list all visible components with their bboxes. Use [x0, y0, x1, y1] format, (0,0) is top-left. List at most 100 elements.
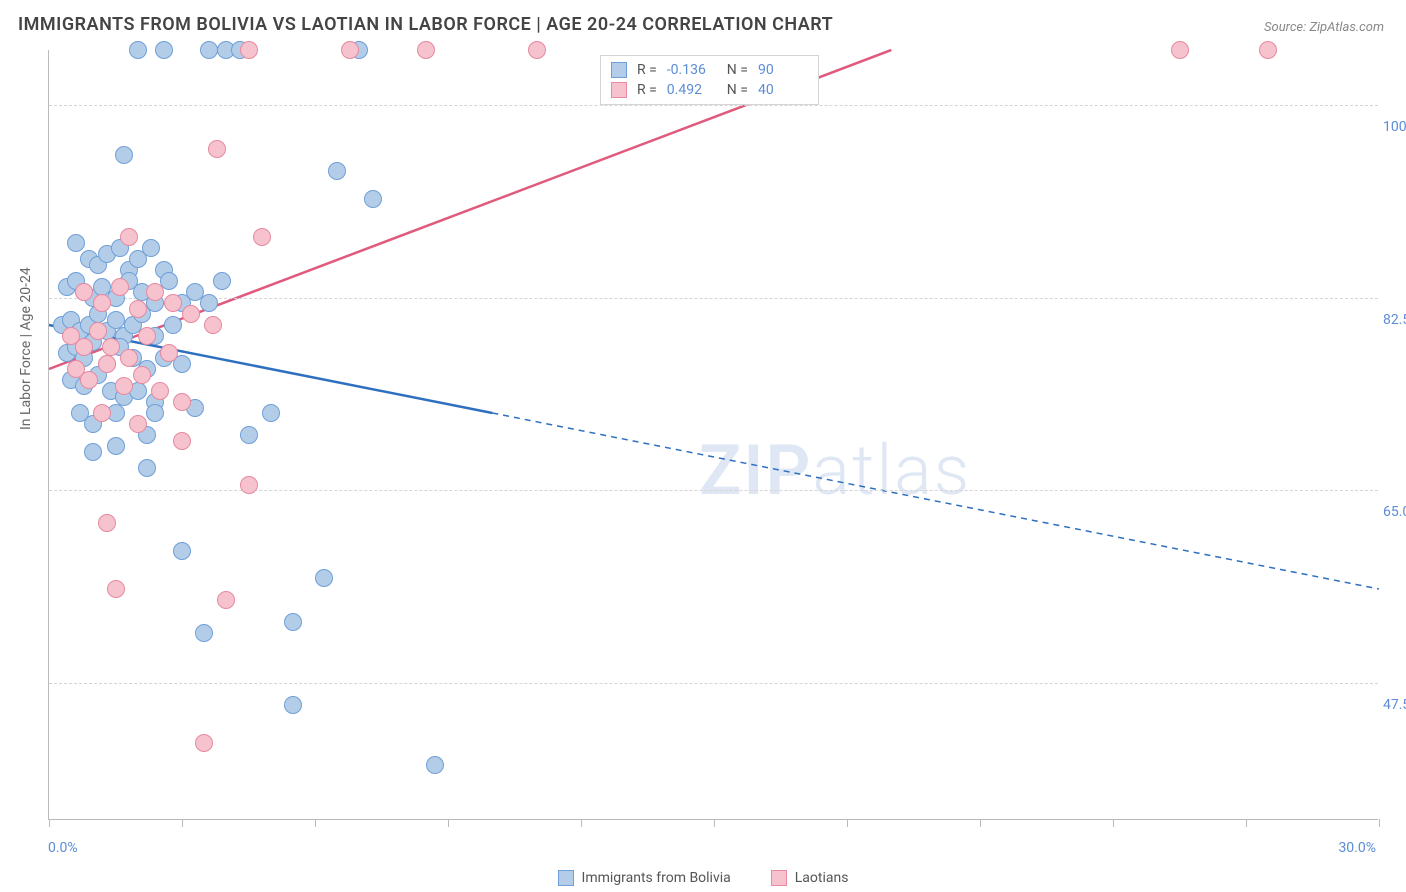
scatter-point [182, 305, 200, 323]
stats-row: R = -0.136 N = 90 [611, 60, 808, 80]
stat-n-label: N = [727, 62, 748, 78]
scatter-point [75, 338, 93, 356]
stat-n-label: N = [727, 82, 748, 98]
x-axis-max-label: 30.0% [1338, 840, 1376, 856]
legend-item: Laotians [771, 870, 849, 886]
source-label: Source: [1264, 20, 1306, 35]
scatter-point [164, 294, 182, 312]
scatter-point [164, 316, 182, 334]
y-tick-label: 100.0% [1383, 119, 1406, 135]
scatter-point [173, 542, 191, 560]
scatter-point [146, 283, 164, 301]
bottom-legend: Immigrants from Bolivia Laotians [0, 870, 1406, 886]
scatter-point [528, 41, 546, 59]
stats-legend-box: R = -0.136 N = 90R = 0.492 N = 40 [600, 55, 819, 105]
scatter-point [107, 580, 125, 598]
scatter-point [138, 459, 156, 477]
y-tick-label: 47.5% [1383, 697, 1406, 713]
scatter-point [107, 311, 125, 329]
scatter-point [173, 432, 191, 450]
legend-label: Laotians [795, 870, 849, 886]
scatter-point [120, 228, 138, 246]
scatter-point [284, 696, 302, 714]
scatter-point [98, 514, 116, 532]
scatter-point [151, 382, 169, 400]
scatter-point [195, 734, 213, 752]
x-tick-mark [182, 819, 183, 827]
scatter-point [102, 338, 120, 356]
scatter-point [1259, 41, 1277, 59]
scatter-point [315, 569, 333, 587]
scatter-point [200, 41, 218, 59]
scatter-point [80, 371, 98, 389]
scatter-point [129, 41, 147, 59]
scatter-point [173, 393, 191, 411]
scatter-point [115, 377, 133, 395]
scatter-point [146, 404, 164, 422]
stat-n-value: 90 [758, 62, 808, 78]
scatter-point [160, 344, 178, 362]
scatter-point [120, 349, 138, 367]
scatter-point [129, 415, 147, 433]
scatter-point [200, 294, 218, 312]
stat-n-value: 40 [758, 82, 808, 98]
stat-r-value: 0.492 [667, 82, 717, 98]
scatter-point [129, 300, 147, 318]
scatter-point [195, 624, 213, 642]
x-tick-mark [1246, 819, 1247, 827]
legend-item: Immigrants from Bolivia [558, 870, 731, 886]
scatter-point [204, 316, 222, 334]
x-tick-mark [847, 819, 848, 827]
x-tick-mark [1113, 819, 1114, 827]
scatter-point [240, 426, 258, 444]
source-link[interactable]: ZipAtlas.com [1309, 20, 1384, 35]
scatter-point [115, 146, 133, 164]
legend-swatch [611, 82, 627, 98]
stat-r-value: -0.136 [667, 62, 717, 78]
x-tick-mark [49, 819, 50, 827]
scatter-point [426, 756, 444, 774]
scatter-point [111, 278, 129, 296]
scatter-point [93, 404, 111, 422]
scatter-point [155, 41, 173, 59]
source-attribution: Source: ZipAtlas.com [1264, 20, 1384, 35]
x-tick-mark [315, 819, 316, 827]
scatter-point [364, 190, 382, 208]
legend-swatch [611, 62, 627, 78]
regression-line-dashed [492, 413, 1379, 589]
scatter-point [107, 437, 125, 455]
scatter-point [1171, 41, 1189, 59]
scatter-point [284, 613, 302, 631]
y-tick-label: 82.5% [1383, 312, 1406, 328]
stats-row: R =0.492N =40 [611, 80, 808, 100]
scatter-point [240, 476, 258, 494]
scatter-point [138, 327, 156, 345]
legend-swatch [771, 870, 787, 886]
x-tick-mark [714, 819, 715, 827]
scatter-point [240, 41, 258, 59]
x-tick-mark [980, 819, 981, 827]
legend-label: Immigrants from Bolivia [582, 870, 731, 886]
stat-r-label: R = [637, 62, 657, 78]
scatter-point [217, 591, 235, 609]
x-tick-mark [448, 819, 449, 827]
x-tick-mark [581, 819, 582, 827]
scatter-point [262, 404, 280, 422]
legend-swatch [558, 870, 574, 886]
watermark: ZIPatlas [699, 430, 971, 512]
chart-title: IMMIGRANTS FROM BOLIVIA VS LAOTIAN IN LA… [18, 14, 833, 35]
y-tick-label: 65.0% [1383, 504, 1406, 520]
y-axis-label: In Labor Force | Age 20-24 [18, 267, 34, 430]
scatter-point [75, 283, 93, 301]
y-gridline [49, 298, 1378, 299]
scatter-point [67, 234, 85, 252]
scatter-point [253, 228, 271, 246]
scatter-point [93, 294, 111, 312]
scatter-point [133, 366, 151, 384]
scatter-point [213, 272, 231, 290]
scatter-point [98, 355, 116, 373]
scatter-point [84, 443, 102, 461]
x-axis-min-label: 0.0% [48, 840, 78, 856]
y-gridline [49, 105, 1378, 106]
scatter-point [89, 322, 107, 340]
